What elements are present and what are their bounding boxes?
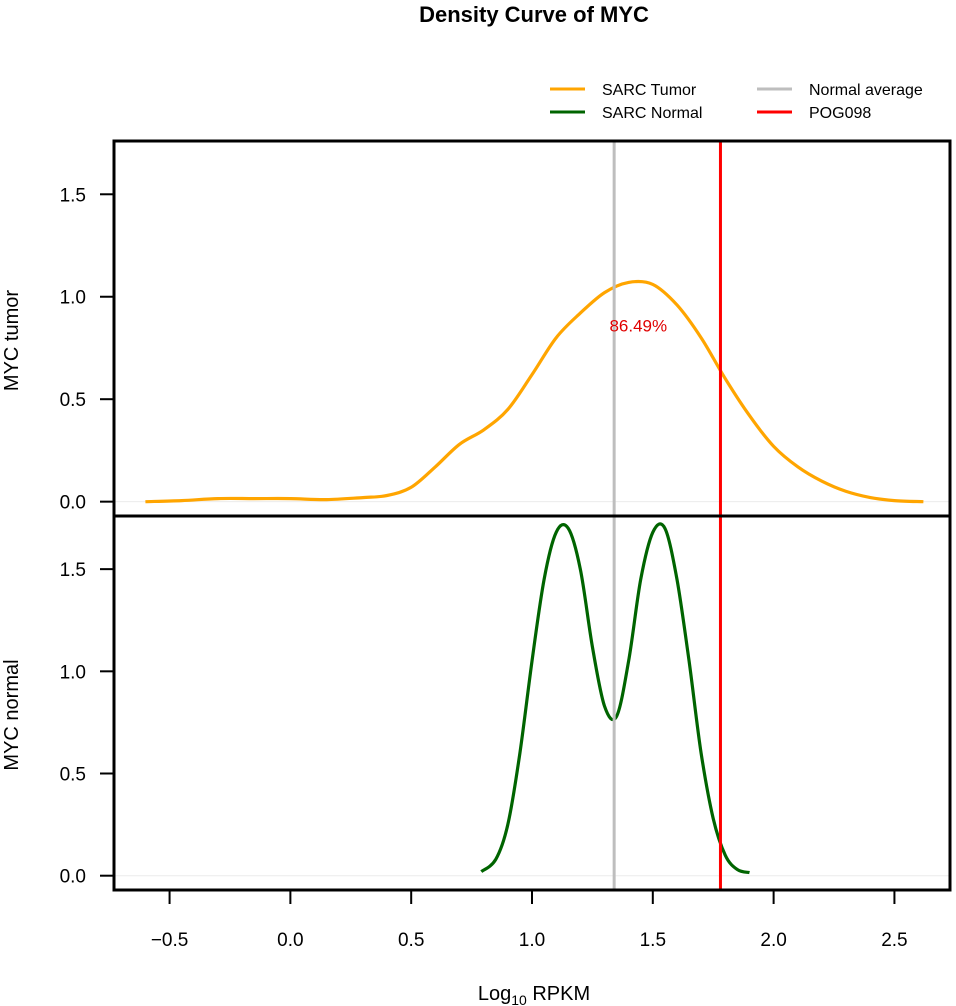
x-axis: −0.5 0.0 0.5 1.0 1.5 2.0 2.5 bbox=[151, 889, 908, 951]
y-tick-label: 1.5 bbox=[60, 560, 86, 581]
y-tick-label: 0.5 bbox=[60, 765, 86, 786]
legend-label: Normal average bbox=[809, 82, 923, 99]
legend: SARC Tumor SARC Normal Normal average POG09… bbox=[550, 82, 923, 122]
y-axis-label-normal: MYC normal bbox=[1, 659, 23, 770]
panel-normal: 0.0 0.5 1.0 1.5 bbox=[60, 522, 950, 888]
x-tick-label: 2.0 bbox=[760, 930, 786, 951]
y-tick-label: 0.0 bbox=[60, 867, 86, 888]
series-line-sarc-tumor bbox=[145, 279, 924, 504]
percentile-label: 86.49% bbox=[609, 316, 667, 335]
x-tick-label: 1.5 bbox=[640, 930, 666, 951]
chart-title: Density Curve of MYC bbox=[419, 2, 649, 27]
y-tick-label: 1.0 bbox=[60, 288, 86, 309]
x-axis-label-main: Log bbox=[478, 983, 511, 1005]
panel-tumor: 0.0 0.5 1.0 1.5 bbox=[60, 185, 950, 514]
panel-tumor-frame bbox=[112, 139, 952, 518]
y-tick-label: 1.0 bbox=[60, 662, 86, 683]
x-axis-label-subscript: 10 bbox=[511, 992, 527, 1006]
series-line-sarc-normal bbox=[480, 522, 750, 875]
x-tick-label: 1.0 bbox=[519, 930, 545, 951]
y-tick-label: 0.0 bbox=[60, 493, 86, 514]
y-axis-label-tumor: MYC tumor bbox=[1, 290, 23, 391]
x-tick-label: 0.5 bbox=[398, 930, 424, 951]
x-axis-label-tail: RPKM bbox=[527, 983, 590, 1005]
panel-normal-frame bbox=[112, 514, 952, 892]
x-axis-label: Log10 RPKM bbox=[478, 983, 590, 1006]
y-tick-label: 0.5 bbox=[60, 390, 86, 411]
legend-label: SARC Normal bbox=[602, 105, 702, 122]
legend-label: POG098 bbox=[809, 105, 871, 122]
y-tick-label: 1.5 bbox=[60, 185, 86, 206]
x-tick-label: −0.5 bbox=[151, 930, 189, 951]
x-tick-label: 0.0 bbox=[277, 930, 303, 951]
legend-label: SARC Tumor bbox=[602, 82, 697, 99]
x-tick-label: 2.5 bbox=[881, 930, 907, 951]
